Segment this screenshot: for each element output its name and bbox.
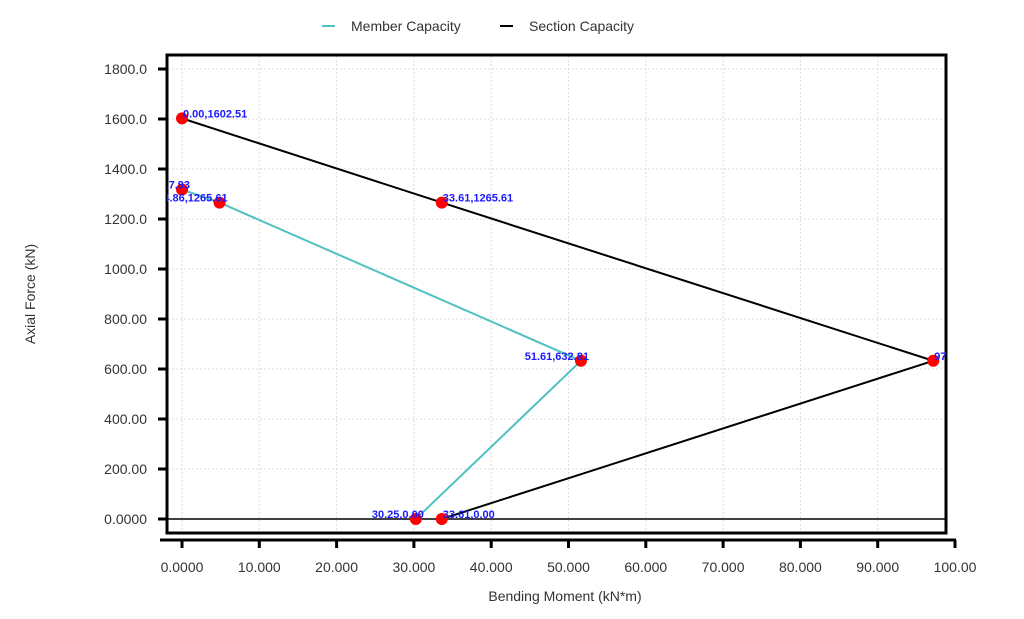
member-capacity-line xyxy=(181,188,583,520)
section-capacity-point xyxy=(435,196,448,209)
x-tick-label: 60.000 xyxy=(624,559,667,575)
x-tick-label: 90.000 xyxy=(856,559,899,575)
section-capacity-point-label: 0.00,1602.51 xyxy=(183,108,247,120)
x-tick-label: 100.00 xyxy=(934,559,977,575)
legend: Member Capacity Section Capacity xyxy=(322,18,634,34)
member-capacity-point xyxy=(409,513,422,525)
member-capacity-point xyxy=(213,196,226,209)
y-tick-label: 1000.0 xyxy=(104,261,147,277)
y-tick-label: 1200.0 xyxy=(104,211,147,227)
x-tick-label: 30.000 xyxy=(392,559,435,575)
legend-item-section-capacity[interactable]: Section Capacity xyxy=(500,18,634,34)
series-member-capacity: 0.00,1317.934.86,1265.61 51.61,632.81 30.2… xyxy=(126,180,589,525)
member-capacity-point-label: 4.86,1265.61 xyxy=(163,193,227,205)
y-tick-label: 0.0000 xyxy=(104,511,147,527)
section-capacity-point xyxy=(927,354,940,367)
legend-item-member-capacity[interactable]: Member Capacity xyxy=(322,18,461,34)
x-axis: 0.0000 10.000 20.000 30.000 40.000 50.000 60.0… xyxy=(161,540,977,575)
y-tick-label: 800.00 xyxy=(104,311,147,327)
plot-frame xyxy=(165,53,948,535)
y-tick-label: 400.00 xyxy=(104,411,147,427)
y-tick-label: 600.00 xyxy=(104,361,147,377)
x-tick-label: 20.000 xyxy=(315,559,358,575)
x-tick-label: 40.000 xyxy=(470,559,513,575)
grid xyxy=(168,56,945,532)
x-axis-label: Bending Moment (kN*m) xyxy=(488,588,641,604)
x-tick-label: 50.000 xyxy=(547,559,590,575)
y-axis: 0.0000 200.00 400.00 600.00 800.00 1000.0 1200… xyxy=(104,61,167,527)
x-tick-label: 10.000 xyxy=(238,559,281,575)
x-tick-label: 70.000 xyxy=(702,559,745,575)
section-capacity-point-label: 33.61,0.00 xyxy=(443,509,495,521)
member-capacity-point-label: 30.25,0.00 xyxy=(372,509,424,521)
section-capacity-line xyxy=(181,117,937,520)
member-capacity-point xyxy=(574,354,587,367)
section-capacity-point-label: 33.61,1265.61 xyxy=(443,193,513,205)
legend-label: Section Capacity xyxy=(529,18,634,34)
section-capacity-point-label: 97.19,632.81 xyxy=(934,351,998,363)
x-tick-label: 80.000 xyxy=(779,559,822,575)
y-tick-label: 1800.0 xyxy=(104,61,147,77)
member-capacity-point-label: 51.61,632.81 xyxy=(525,351,589,363)
member-capacity-point-label: 0.00,1317.93 xyxy=(126,180,190,192)
y-tick-label: 1600.0 xyxy=(104,111,147,127)
y-axis-label: Axial Force (kN) xyxy=(22,244,38,344)
section-capacity-point xyxy=(176,112,188,125)
legend-label: Member Capacity xyxy=(351,18,461,34)
x-tick-label: 0.0000 xyxy=(161,559,204,575)
y-tick-label: 1400.0 xyxy=(104,161,147,177)
section-capacity-point xyxy=(435,513,448,525)
y-tick-label: 200.00 xyxy=(104,461,147,477)
series-section-capacity: 0.00,1602.51 33.61,1265.61 97.19,632.81 33.… xyxy=(176,108,998,525)
member-capacity-point xyxy=(176,183,188,196)
